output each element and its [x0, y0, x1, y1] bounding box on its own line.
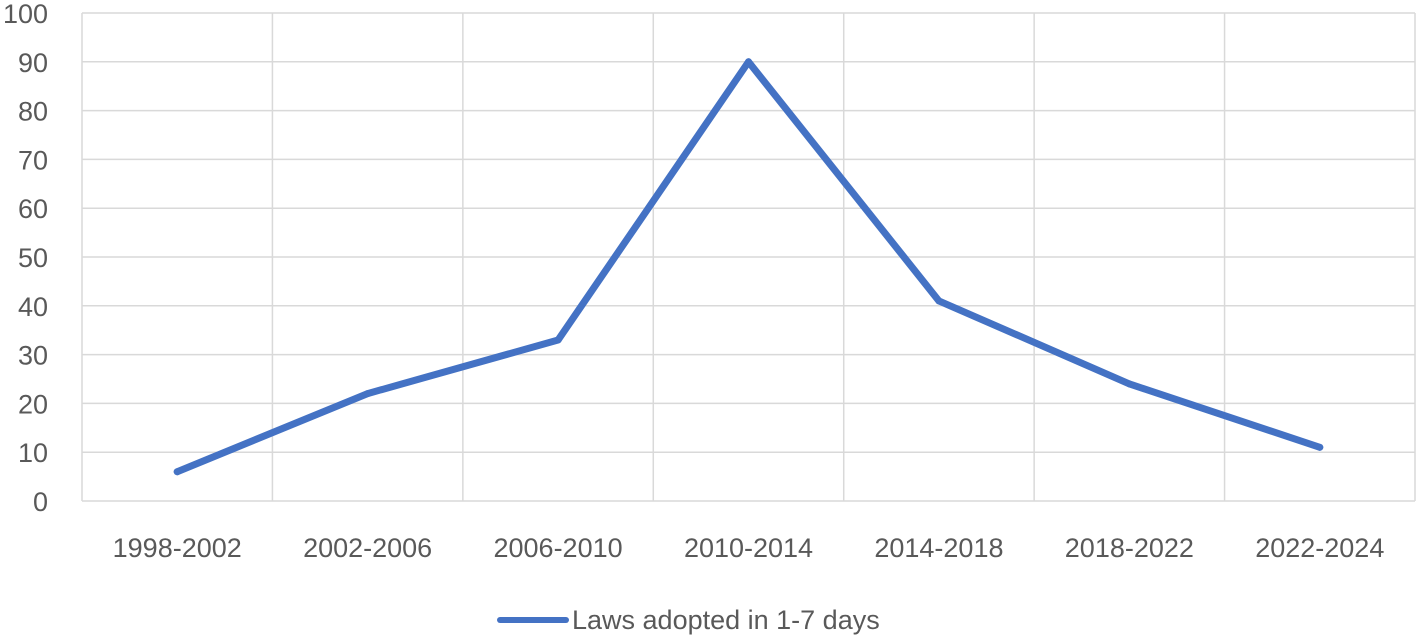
y-tick-label: 50	[18, 243, 48, 273]
data-point	[173, 468, 181, 476]
y-tick-label: 0	[33, 487, 48, 517]
x-tick-label: 2010-2014	[684, 533, 813, 563]
y-tick-label: 30	[18, 341, 48, 371]
chart-legend: Laws adopted in 1-7 days	[497, 605, 880, 635]
data-point	[364, 390, 372, 398]
data-point	[1316, 443, 1324, 451]
y-axis: 0 10 20 30 40 50 60 70 80 90 100	[3, 0, 48, 517]
y-tick-label: 40	[18, 292, 48, 322]
y-tick-label: 80	[18, 97, 48, 127]
x-tick-label: 2006-2010	[494, 533, 623, 563]
y-tick-label: 20	[18, 389, 48, 419]
y-tick-label: 10	[18, 438, 48, 468]
series-line	[173, 58, 1324, 476]
data-point	[745, 58, 752, 66]
y-tick-label: 90	[18, 48, 48, 78]
x-axis: 1998-2002 2002-2006 2006-2010 2010-2014 2014…	[113, 533, 1385, 563]
chart-series	[173, 58, 1324, 476]
x-tick-label: 2018-2022	[1065, 533, 1194, 563]
x-tick-label: 2002-2006	[303, 533, 432, 563]
chart-grid	[81, 12, 1416, 502]
data-point	[935, 297, 943, 305]
x-tick-label: 1998-2002	[113, 533, 242, 563]
y-tick-label: 70	[18, 145, 48, 175]
y-tick-label: 100	[3, 0, 48, 29]
y-tick-label: 60	[18, 194, 48, 224]
data-point	[1125, 380, 1133, 388]
data-point	[554, 336, 562, 344]
x-tick-label: 2022-2024	[1255, 533, 1384, 563]
legend-label: Laws adopted in 1-7 days	[572, 605, 880, 635]
x-tick-label: 2014-2018	[874, 533, 1003, 563]
